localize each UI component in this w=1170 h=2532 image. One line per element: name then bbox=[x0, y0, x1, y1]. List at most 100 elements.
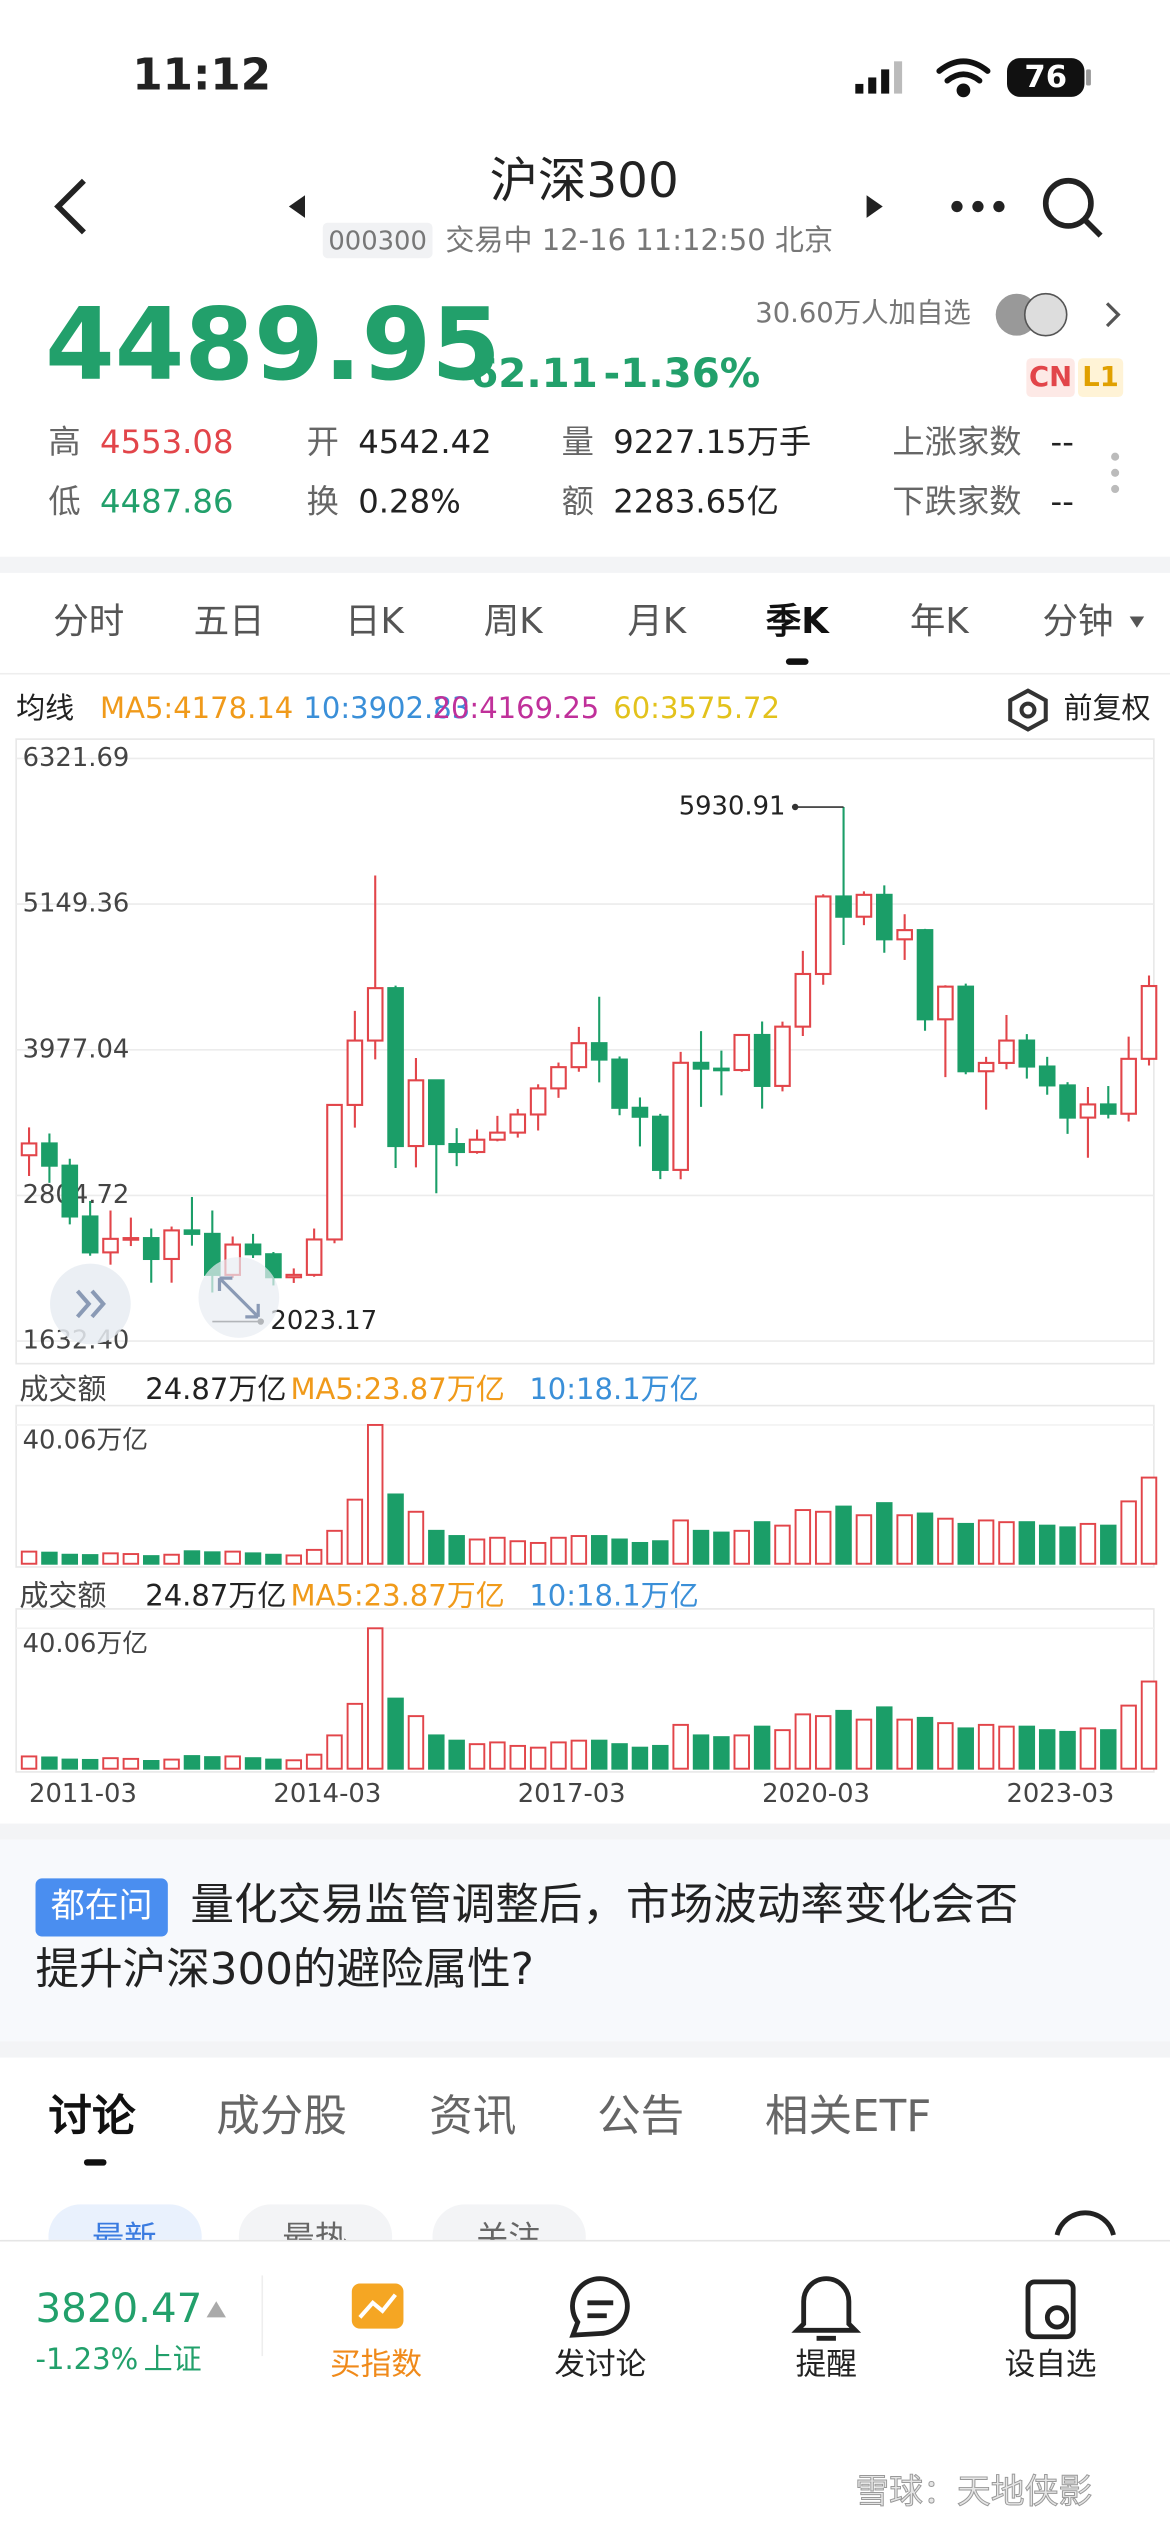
price-change-percent: -1.36% bbox=[604, 350, 761, 397]
y-tick-label: 3977.04 bbox=[23, 1034, 130, 1064]
settings-icon[interactable] bbox=[1008, 688, 1048, 732]
content-tab[interactable]: 成分股 bbox=[216, 2092, 347, 2142]
action-label[interactable]: 提醒 bbox=[796, 2347, 857, 2382]
volume-bar bbox=[1079, 1727, 1097, 1770]
candle-body bbox=[550, 1066, 567, 1090]
volume-bar bbox=[835, 1505, 852, 1565]
volume-bar bbox=[183, 1550, 201, 1565]
badge-bg bbox=[1078, 358, 1124, 397]
period-tab[interactable]: 月K bbox=[627, 601, 688, 642]
content-tab[interactable]: 资讯 bbox=[429, 2092, 516, 2142]
volume-bar bbox=[631, 1541, 649, 1565]
stat-label: 下跌家数 bbox=[892, 482, 1021, 520]
dropdown-arrow[interactable] bbox=[1129, 616, 1145, 628]
volume-bar bbox=[713, 1736, 730, 1770]
volume-bar bbox=[204, 1551, 221, 1565]
volume-bar bbox=[814, 1715, 832, 1770]
ma-legend-item: 20:4169.25 bbox=[432, 691, 599, 725]
candle-body bbox=[407, 1079, 425, 1148]
back-button[interactable] bbox=[54, 178, 86, 235]
volume-bar bbox=[916, 1512, 934, 1565]
separator bbox=[0, 1823, 1170, 1840]
volume-bar bbox=[61, 1758, 79, 1770]
period-tab[interactable]: 分钟 bbox=[1042, 601, 1113, 642]
candle-body bbox=[61, 1164, 79, 1218]
y-tick-label: 40.06万亿 bbox=[23, 1426, 149, 1456]
candle-body bbox=[285, 1273, 303, 1279]
volume-bar bbox=[1059, 1730, 1076, 1770]
volume-bar bbox=[509, 1744, 526, 1770]
volume-bar bbox=[183, 1755, 201, 1770]
candle-body bbox=[387, 987, 404, 1148]
question-tag: 都在问 bbox=[51, 1886, 153, 1925]
expand-button[interactable] bbox=[50, 1257, 280, 1345]
period-tab[interactable]: 日K bbox=[345, 601, 406, 642]
stats-more[interactable] bbox=[1111, 452, 1120, 494]
prev-button[interactable] bbox=[288, 195, 306, 218]
volume-bar bbox=[896, 1718, 913, 1770]
tab-indicator bbox=[785, 658, 809, 665]
volume-bar bbox=[652, 1744, 669, 1770]
battery-level: 76 bbox=[1024, 60, 1067, 95]
volume-bar bbox=[855, 1718, 873, 1770]
trade-status: 交易中 12-16 11:12:50 北京 bbox=[445, 223, 833, 257]
volume-bar bbox=[631, 1746, 649, 1770]
period-tab[interactable]: 分时 bbox=[53, 601, 124, 642]
content-tab[interactable]: 公告 bbox=[597, 2092, 684, 2142]
followers-arrow[interactable] bbox=[1105, 302, 1121, 328]
next-button[interactable] bbox=[866, 195, 883, 218]
code-box bbox=[322, 222, 433, 259]
candle-body bbox=[142, 1237, 160, 1261]
volume-bar bbox=[224, 1755, 241, 1770]
index-change: -1.23% bbox=[36, 2342, 139, 2376]
volume-bar bbox=[1018, 1725, 1036, 1770]
volume-bar bbox=[102, 1552, 119, 1565]
stock-code: 000300 bbox=[328, 227, 427, 257]
action-label[interactable]: 发讨论 bbox=[554, 2347, 646, 2382]
volume-bar bbox=[529, 1746, 547, 1770]
volume-bar bbox=[61, 1553, 79, 1565]
stat-label: 上涨家数 bbox=[892, 423, 1021, 461]
period-tab[interactable]: 五日 bbox=[194, 601, 265, 642]
badge: L1 bbox=[1082, 362, 1119, 393]
battery-icon bbox=[1007, 58, 1085, 97]
content-tab[interactable]: 相关ETF bbox=[765, 2092, 931, 2142]
adjust-mode[interactable]: 前复权 bbox=[1063, 691, 1150, 725]
discuss-icon bbox=[569, 2276, 630, 2338]
volume-bar bbox=[265, 1553, 282, 1565]
period-tab[interactable]: 季K bbox=[766, 601, 831, 642]
question-card[interactable] bbox=[0, 1839, 1170, 2042]
volume-bar bbox=[122, 1553, 140, 1565]
more-button[interactable] bbox=[951, 200, 1005, 213]
content-tab[interactable]: 讨论 bbox=[48, 2092, 136, 2142]
volume-bar bbox=[489, 1536, 506, 1565]
action-label[interactable]: 买指数 bbox=[330, 2347, 422, 2382]
volume-bar bbox=[611, 1538, 628, 1565]
volume-bar bbox=[774, 1729, 791, 1770]
action-label[interactable]: 设自选 bbox=[1005, 2347, 1097, 2382]
history-icon[interactable] bbox=[1054, 2210, 1116, 2236]
x-tick-label: 2023-03 bbox=[1006, 1779, 1114, 1809]
stat-label: 低 bbox=[48, 482, 80, 520]
volume-bar bbox=[590, 1535, 608, 1565]
candle-body bbox=[570, 1042, 588, 1069]
volume-bar bbox=[163, 1758, 180, 1770]
index-value[interactable]: 3820.47 bbox=[36, 2285, 203, 2332]
stat-label: 额 bbox=[562, 482, 594, 520]
search-button[interactable] bbox=[1042, 177, 1103, 238]
volume-legend: MA5:23.87万亿 bbox=[290, 1372, 504, 1406]
price-change: -62.11 bbox=[453, 350, 597, 397]
volume-bar bbox=[1038, 1524, 1056, 1565]
volume-bar bbox=[326, 1529, 343, 1565]
volume-bar bbox=[590, 1739, 608, 1770]
volume-bar bbox=[794, 1713, 812, 1770]
question-tag-bg bbox=[35, 1878, 168, 1937]
period-tab[interactable]: 年K bbox=[910, 601, 971, 642]
volume-bar bbox=[20, 1755, 38, 1770]
annotation-dot bbox=[791, 803, 799, 811]
volume-bar bbox=[814, 1510, 832, 1565]
period-tab[interactable]: 周K bbox=[484, 601, 545, 642]
volume-bar bbox=[916, 1716, 934, 1770]
volume-bar bbox=[692, 1734, 710, 1770]
